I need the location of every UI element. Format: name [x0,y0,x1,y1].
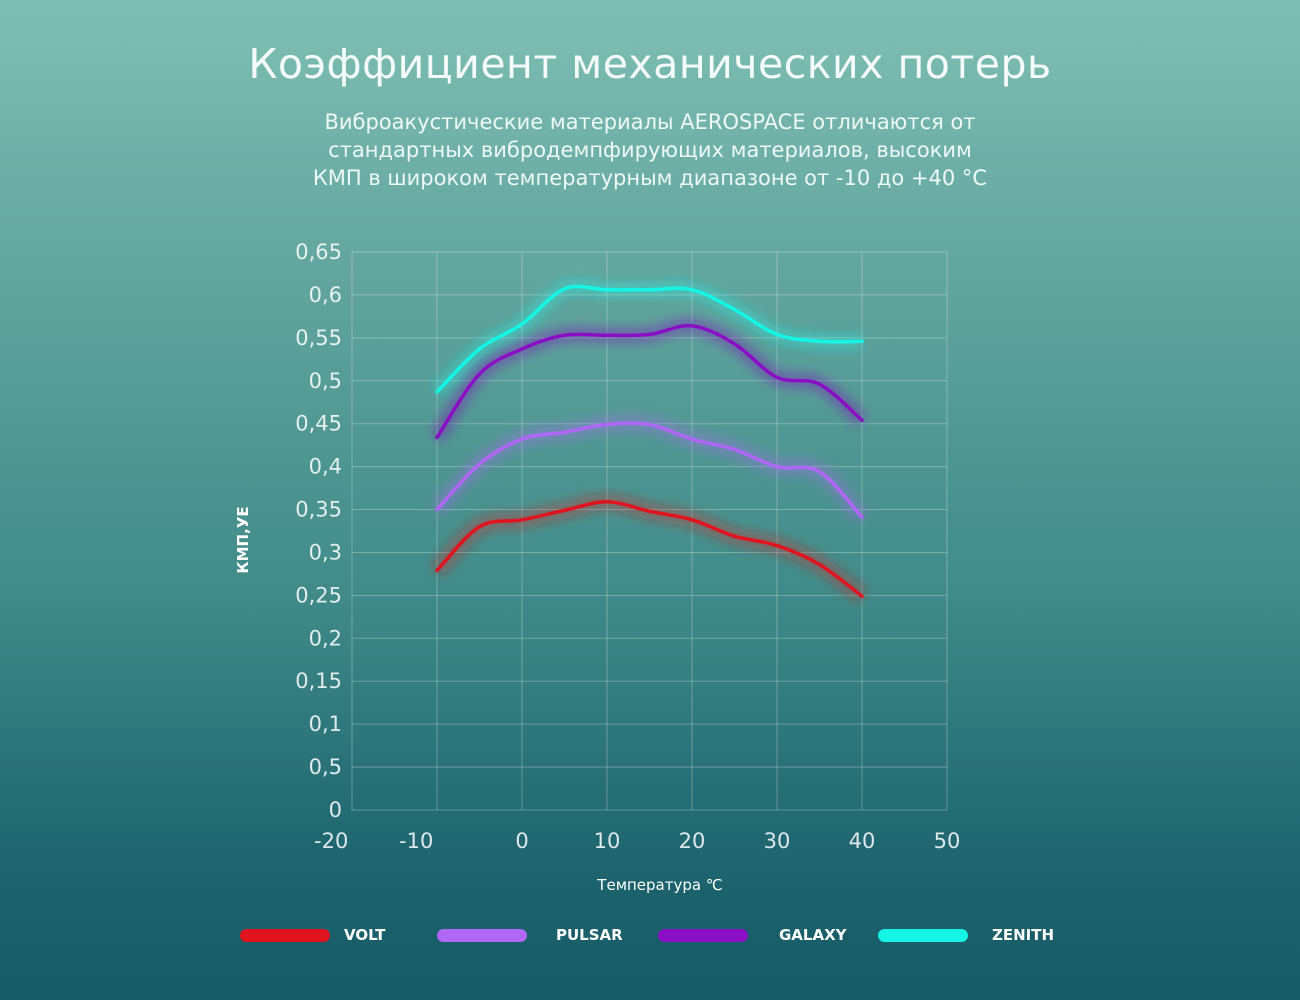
series-lines [430,278,869,603]
legend-label: ZENITH [992,926,1055,944]
y-tick-label: 0,45 [295,412,342,436]
legend-swatch [658,928,748,942]
x-tick-label: 30 [764,829,791,853]
legend-item-galaxy[interactable]: GALAXY [658,920,847,950]
legend-swatch [240,928,330,942]
y-tick-label: 0,6 [309,283,342,307]
subtitle-line: Виброакустические материалы AEROSPACE от… [324,110,976,134]
y-tick-label: 0,55 [295,326,342,350]
y-tick-label: 0,35 [295,498,342,522]
y-tick-label: 0,5 [309,369,342,393]
y-tick-label: 0,4 [309,455,342,479]
legend-label: GALAXY [779,926,847,944]
subtitle-line: КМП в широком температурным диапазоне от… [312,166,988,190]
y-tick-label: 0,65 [295,240,342,264]
x-axis-label: Температура ℃ [596,876,722,894]
legend: VOLT PULSAR GALAXY ZENITH [0,920,1300,950]
x-tick-label: 50 [934,829,961,853]
series-glow-volt [431,493,867,603]
chart-subtitle: Виброакустические материалы AEROSPACE от… [250,108,1050,192]
x-tick-label: 20 [679,829,706,853]
y-axis-label: КМП,УЕ [234,506,252,573]
x-tick-label: 40 [849,829,876,853]
chart-title: Коэффициент механических потерь [248,40,1052,88]
y-axis-ticks: 0 0,5 0,1 0,15 0,2 0,25 0,3 0,35 0,4 0,45 0,5 0,55 0… [295,240,342,822]
legend-swatch [437,928,527,942]
x-tick-label: 10 [594,829,621,853]
y-tick-label: 0,2 [309,626,342,650]
y-tick-label: 0,5 [309,755,342,779]
x-tick-label: -10 [399,829,433,853]
x-axis-ticks: -20 -10 0 10 20 30 40 50 [314,829,960,853]
legend-item-zenith[interactable]: ZENITH [878,920,1054,950]
subtitle-line: стандартных вибродемпфирующих материалов… [328,138,972,162]
legend-item-pulsar[interactable]: PULSAR [437,920,623,950]
legend-swatch [878,928,968,942]
y-tick-label: 0 [329,798,342,822]
x-tick-label: -20 [314,829,348,853]
legend-label: VOLT [344,926,386,944]
y-tick-label: 0,3 [309,540,342,564]
legend-label: PULSAR [556,926,623,944]
legend-item-volt[interactable]: VOLT [240,920,385,950]
y-tick-label: 0,15 [295,669,342,693]
y-tick-label: 0,25 [295,583,342,607]
x-tick-label: 0 [515,829,528,853]
y-tick-label: 0,1 [309,712,342,736]
